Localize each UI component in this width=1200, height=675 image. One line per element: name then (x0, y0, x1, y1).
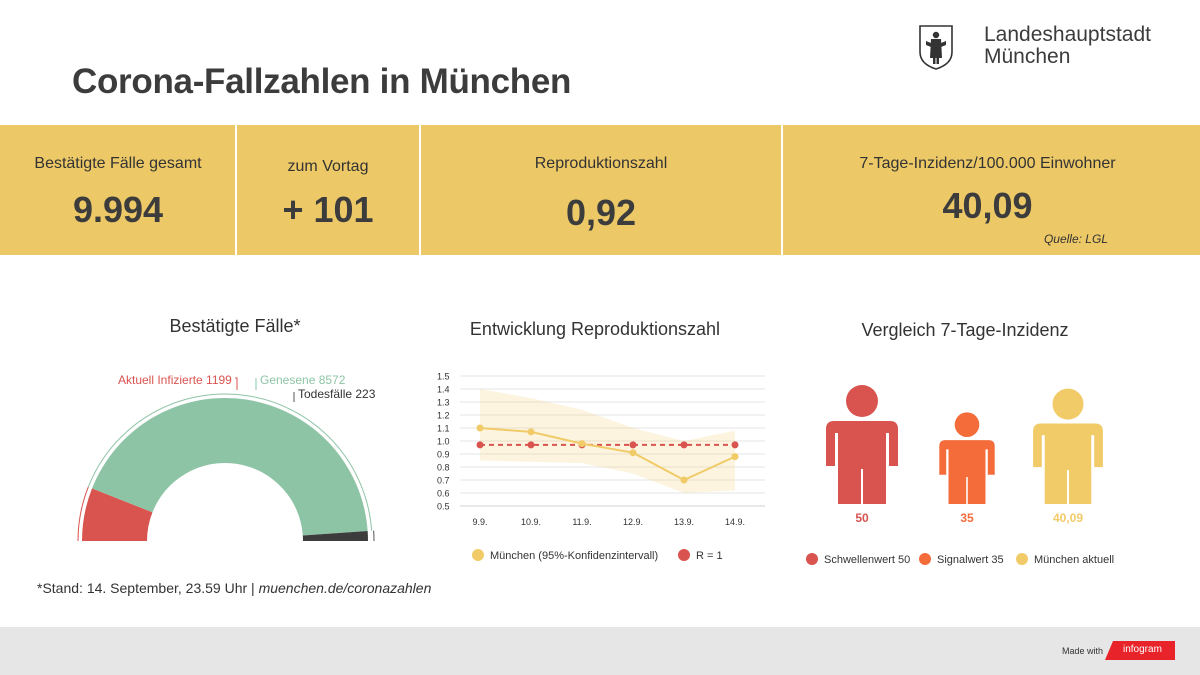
stat-value: + 101 (282, 189, 374, 230)
munich-point (680, 476, 688, 484)
r1-point (476, 441, 484, 449)
figure-signal-head (954, 412, 980, 438)
footnote: *Stand: 14. September, 23.59 Uhr | muenc… (37, 580, 431, 596)
r1-point (680, 441, 688, 449)
y-tick-label: 0.7 (437, 476, 450, 486)
munich-coat-of-arms-icon (919, 25, 953, 70)
infogram-badge-icon (1105, 641, 1175, 660)
x-tick-label: 10.9. (521, 517, 541, 527)
r1-point (629, 441, 637, 449)
legend-marker-r1 (678, 549, 690, 561)
x-tick-label: 11.9. (572, 517, 591, 527)
legend-marker (806, 553, 818, 565)
donut-segment-infected (82, 488, 153, 541)
infogram-brand: infogram (1123, 644, 1162, 655)
y-tick-label: 0.8 (437, 463, 450, 473)
y-tick-label: 0.6 (437, 489, 450, 499)
y-tick-label: 1.1 (437, 424, 450, 434)
r1-point (731, 441, 739, 449)
line-chart-title: Entwicklung Reproduktionszahl (469, 319, 721, 339)
city-logo: Landeshauptstadt München (918, 24, 1188, 74)
figure-signal-body (939, 440, 995, 504)
donut-title: Bestätigte Fälle* (169, 316, 301, 336)
y-tick-label: 0.5 (437, 502, 450, 512)
legend-marker-munich (472, 549, 484, 561)
y-tick-label: 0.9 (437, 450, 450, 460)
figure-munich-body (1033, 423, 1103, 504)
pictogram-value-label: 35 (960, 511, 974, 525)
stat-value: 9.994 (72, 189, 164, 230)
stat-incidence: 7-Tage-Inzidenz/100.000 Einwohner 40,09 … (783, 125, 1200, 255)
confidence-band (480, 389, 735, 493)
x-tick-label: 9.9. (472, 517, 487, 527)
pictogram-title: Vergleich 7-Tage-Inzidenz (861, 320, 1069, 340)
y-tick-label: 1.5 (437, 372, 450, 382)
stat-value: 40,09 (942, 185, 1033, 226)
y-tick-label: 1.3 (437, 398, 450, 408)
munich-point (527, 428, 535, 436)
made-with-label: Made with (1062, 646, 1104, 656)
stat-divider (419, 125, 421, 255)
donut-segment-infected-leader (77, 486, 89, 542)
stat-label: Reproduktionszahl (534, 155, 668, 172)
stat-source: Quelle: LGL (1043, 232, 1108, 246)
munich-point (629, 449, 637, 457)
donut-label-tick-infected (235, 377, 238, 390)
donut-label-deaths: Todesfälle 223 (298, 387, 376, 401)
stat-value: 0,92 (565, 192, 637, 233)
x-tick-label: 14.9. (725, 517, 745, 527)
y-tick-label: 1.0 (437, 437, 450, 447)
legend-label-r1: R = 1 (696, 550, 723, 562)
figure-signal (939, 412, 995, 504)
stats-band: Bestätigte Fälle gesamt 9.994 zum Vortag… (0, 125, 1200, 255)
figure-threshold (826, 385, 898, 504)
infogram-badge[interactable]: infogram (1105, 641, 1175, 660)
figure-munich-head (1052, 388, 1084, 420)
page-title: Corona-Fallzahlen in München (72, 62, 572, 101)
stat-previous-day: zum Vortag + 101 (237, 125, 419, 255)
donut-label-recovered: Genesene 8572 (260, 373, 346, 387)
x-tick-label: 13.9. (674, 517, 694, 527)
figure-munich (1033, 388, 1103, 504)
stat-reproduction-number: Reproduktionszahl 0,92 (421, 125, 781, 255)
legend-marker (919, 553, 931, 565)
munich-point (476, 424, 484, 432)
donut-segment-recovered-leader (87, 393, 373, 531)
footer: Made with infogram (0, 627, 1200, 675)
footnote-link[interactable]: muenchen.de/coronazahlen (258, 580, 432, 596)
confirmed-cases-donut-chart: Aktuell Infizierte 1199 Genesene 8572 To… (77, 373, 376, 542)
y-tick-label: 1.4 (437, 385, 450, 395)
pictogram-value-label: 50 (855, 511, 869, 525)
stat-label: Bestätigte Fälle gesamt (34, 155, 202, 172)
legend-label: München aktuell (1034, 554, 1114, 566)
munich-line (479, 427, 736, 482)
munich-point (578, 440, 586, 448)
stat-divider (781, 125, 783, 255)
legend-label: Schwellenwert 50 (824, 554, 910, 566)
legend-label-munich: München (95%-Konfidenzintervall) (490, 550, 658, 562)
y-tick-label: 1.2 (437, 411, 450, 421)
stat-label: 7-Tage-Inzidenz/100.000 Einwohner (859, 155, 1116, 172)
stat-divider (235, 125, 237, 255)
x-tick-label: 12.9. (623, 517, 643, 527)
incidence-comparison-pictogram: 50 35 40,09 Schwellenwert 50 Signalwert 35 M… (806, 385, 1114, 566)
logo-line-2: München (984, 45, 1071, 68)
pictogram-value-label: 40,09 (1053, 511, 1083, 525)
donut-label-infected: Aktuell Infizierte 1199 (118, 373, 232, 387)
legend-label: Signalwert 35 (937, 554, 1004, 566)
donut-segment-deaths (302, 530, 368, 541)
logo-line-1: Landeshauptstadt (984, 23, 1151, 46)
stat-total-cases: Bestätigte Fälle gesamt 9.994 (0, 125, 236, 255)
donut-segment-recovered (92, 397, 368, 536)
legend-marker (1016, 553, 1028, 565)
r1-point (527, 441, 535, 449)
munich-point (731, 453, 739, 461)
reproduction-number-line-chart: 0.5 0.6 0.7 0.8 0.9 1.0 1.1 1.2 1.3 1.4 1.5 9.9. 10… (437, 372, 765, 562)
stat-label: zum Vortag (287, 158, 369, 175)
footnote-text: *Stand: 14. September, 23.59 Uhr | (37, 580, 259, 596)
figure-threshold-head (846, 385, 878, 417)
figure-threshold-body (826, 421, 898, 504)
